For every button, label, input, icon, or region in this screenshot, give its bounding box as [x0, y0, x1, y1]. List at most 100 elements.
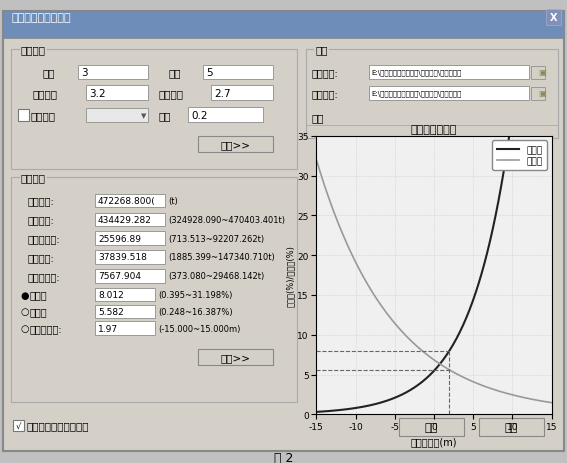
Bar	[369, 66, 529, 80]
Text: 动用矿量:: 动用矿量:	[28, 196, 54, 206]
Bar	[95, 250, 165, 264]
损失率	[313, 157, 320, 163]
Bar	[13, 419, 24, 431]
Text: ○: ○	[21, 307, 29, 317]
Text: 矿石体重: 矿石体重	[33, 88, 58, 99]
Bar	[86, 86, 148, 101]
Text: 计算>>: 计算>>	[221, 140, 251, 150]
Text: 输出矿岩界线处剖面图: 输出矿岩界线处剖面图	[27, 420, 90, 430]
Text: 贫化率: 贫化率	[30, 307, 48, 317]
Text: 采出矿量:: 采出矿量:	[28, 215, 54, 225]
贫化率	[506, 134, 513, 139]
Text: (0.248~16.387%): (0.248~16.387%)	[158, 307, 233, 316]
Text: 取消: 取消	[505, 422, 518, 432]
贫化率	[426, 373, 433, 378]
Text: ▣: ▣	[538, 68, 546, 77]
Text: 损失率: 损失率	[30, 290, 48, 300]
Y-axis label: 损失率(%)/贫化率(%): 损失率(%)/贫化率(%)	[285, 244, 294, 307]
Text: 后冲线位置:: 后冲线位置:	[30, 323, 62, 333]
Text: 步数: 步数	[168, 68, 181, 78]
Text: 472268.800(: 472268.800(	[98, 197, 156, 206]
贫化率	[313, 409, 320, 415]
Bar	[95, 232, 165, 245]
Text: 混入废石量:: 混入废石量:	[28, 234, 61, 244]
Bar	[95, 213, 165, 226]
Text: 指标设置: 指标设置	[21, 173, 46, 183]
Text: 废石体重: 废石体重	[158, 88, 183, 99]
Text: 查看>>: 查看>>	[221, 352, 251, 363]
贫化率	[441, 357, 447, 362]
Bar	[11, 178, 297, 402]
Text: 图 2: 图 2	[274, 450, 293, 463]
Text: 7567.904: 7567.904	[98, 272, 141, 281]
Text: 37839.518: 37839.518	[98, 253, 147, 262]
Text: 0.2: 0.2	[191, 111, 208, 120]
Text: 矿体模型:: 矿体模型:	[311, 68, 338, 78]
Text: (-15.000~15.000m): (-15.000~15.000m)	[158, 324, 240, 333]
Text: 损失金属量:: 损失金属量:	[28, 271, 61, 281]
Text: ●: ●	[21, 290, 29, 300]
Bar	[204, 65, 273, 80]
Bar	[306, 50, 558, 138]
贫化率	[453, 336, 460, 342]
Text: 参数设置: 参数设置	[21, 45, 46, 55]
Bar	[11, 50, 297, 170]
Bar	[198, 137, 273, 152]
Text: 金属元素: 金属元素	[31, 111, 56, 120]
Text: ○: ○	[21, 323, 29, 333]
Bar	[198, 350, 273, 365]
Text: (1885.399~147340.710t): (1885.399~147340.710t)	[168, 253, 275, 262]
Text: ▼: ▼	[141, 113, 146, 119]
Bar	[531, 67, 545, 80]
Text: 3.2: 3.2	[89, 88, 105, 99]
Text: X: X	[550, 13, 558, 23]
Text: 2.7: 2.7	[214, 88, 231, 99]
Text: (0.395~31.198%): (0.395~31.198%)	[158, 290, 232, 300]
Bar	[188, 108, 264, 123]
Text: (t): (t)	[168, 197, 178, 206]
Bar	[95, 269, 165, 283]
Bar	[18, 110, 29, 121]
损失率	[506, 391, 513, 397]
Text: 3: 3	[81, 68, 88, 78]
Text: E:\【项目】露天矿爆破\测试用例\开采水平矿: E:\【项目】露天矿爆破\测试用例\开采水平矿	[372, 69, 462, 76]
Text: (713.513~92207.262t): (713.513~92207.262t)	[168, 234, 264, 243]
Bar	[399, 419, 464, 436]
Legend: 贫化率, 损失率: 贫化率, 损失率	[492, 141, 547, 171]
Text: (373.080~29468.142t): (373.080~29468.142t)	[168, 272, 264, 281]
Text: E:\【项目】露天矿爆破\测试用例\品位控制块: E:\【项目】露天矿爆破\测试用例\品位控制块	[372, 90, 462, 97]
Text: 步距: 步距	[43, 68, 56, 78]
Text: 8.012: 8.012	[98, 290, 124, 300]
Bar	[95, 288, 155, 302]
损失率	[426, 354, 433, 360]
损失率	[425, 353, 431, 358]
Bar	[86, 109, 148, 123]
损失率	[453, 371, 460, 377]
贫化率	[425, 374, 431, 380]
Line: 贫化率: 贫化率	[316, 0, 552, 412]
Bar	[78, 65, 148, 80]
X-axis label: 后冲线位置(m): 后冲线位置(m)	[411, 437, 458, 446]
Text: 输出: 输出	[311, 113, 324, 123]
Bar	[479, 419, 544, 436]
Bar	[95, 305, 155, 319]
Line: 损失率: 损失率	[316, 160, 552, 403]
Text: √: √	[16, 421, 21, 430]
Bar	[95, 194, 165, 208]
Text: 434429.282: 434429.282	[98, 215, 152, 224]
Text: 5.582: 5.582	[98, 307, 124, 316]
Bar	[95, 321, 155, 335]
Text: 25596.89: 25596.89	[98, 234, 141, 243]
Title: 损失贫化曲线图: 损失贫化曲线图	[411, 125, 457, 134]
Text: 块段模型:: 块段模型:	[311, 88, 338, 99]
损失率	[543, 399, 549, 405]
Text: (324928.090~470403.401t): (324928.090~470403.401t)	[168, 215, 285, 224]
Text: 损失矿量:: 损失矿量:	[28, 252, 54, 263]
Text: 输入: 输入	[316, 45, 328, 55]
Text: ▣: ▣	[538, 89, 546, 98]
Text: 5: 5	[206, 68, 213, 78]
损失率	[441, 364, 447, 369]
损失率	[548, 400, 555, 406]
Bar	[369, 87, 529, 100]
Text: 确定: 确定	[425, 422, 438, 432]
